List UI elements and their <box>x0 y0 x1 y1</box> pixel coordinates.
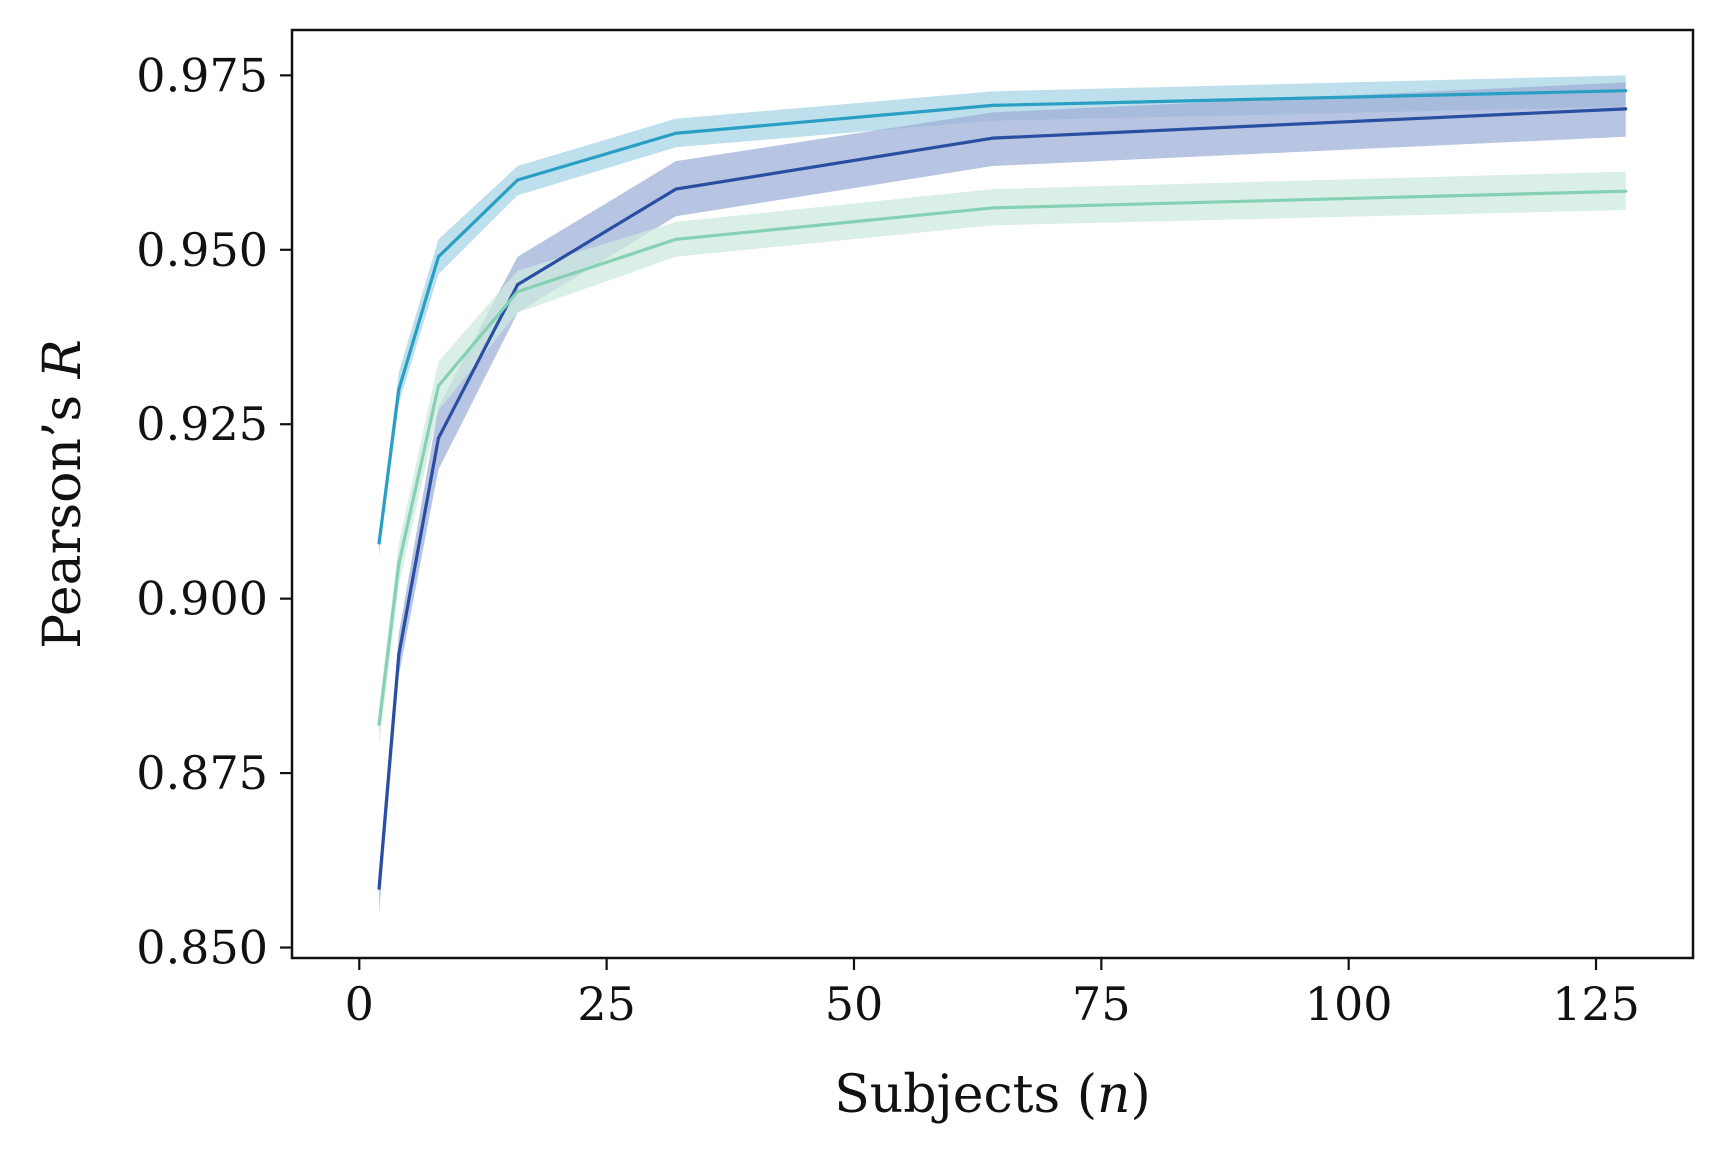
series-mint-point <box>515 290 520 294</box>
x-tick-label: 100 <box>1305 977 1393 1031</box>
y-axis: 0.850 0.875 0.900 0.925 0.950 0.975 <box>136 48 292 975</box>
x-axis-title-variable: n <box>1097 1065 1131 1125</box>
y-axis-title-variable: R <box>33 339 93 379</box>
series-light-blue-point <box>377 541 381 545</box>
plot-frame <box>290 28 1695 960</box>
x-tick-label: 50 <box>825 977 884 1031</box>
series-mint-point <box>674 237 678 241</box>
series-light-blue-point <box>397 387 401 391</box>
y-tick-label: 0.950 <box>136 223 268 277</box>
y-axis-title-text: Pearson’s <box>33 378 93 649</box>
x-axis-title-close: ) <box>1131 1065 1151 1125</box>
x-axis: 0 25 50 75 100 125 <box>345 958 1640 1031</box>
x-tick-label: 0 <box>345 977 374 1031</box>
series-dark-blue-point <box>515 283 520 287</box>
series-mint-point <box>397 562 401 566</box>
x-axis-title-text: Subjects ( <box>834 1065 1097 1125</box>
series-lines <box>377 89 1628 890</box>
series-light-blue-point <box>674 131 678 135</box>
series-mint-point <box>1624 189 1628 193</box>
series-dark-blue-point <box>674 187 678 191</box>
series-light-blue-point <box>1624 89 1628 93</box>
series-light-blue-point <box>436 255 441 259</box>
y-axis-title: Pearson’s R <box>33 339 93 649</box>
series-dark-blue-point <box>990 136 995 140</box>
series-mint-point <box>377 722 381 726</box>
x-tick-label: 125 <box>1552 977 1640 1031</box>
y-tick-label: 0.850 <box>136 921 268 975</box>
series-dark-blue-point <box>397 652 401 657</box>
y-tick-label: 0.900 <box>136 572 268 626</box>
series-light-blue-point <box>990 103 995 107</box>
x-tick-label: 75 <box>1072 977 1131 1031</box>
series-mint-point <box>436 384 441 388</box>
series-dark-blue-point <box>377 886 381 890</box>
y-tick-label: 0.925 <box>136 397 268 451</box>
series-light-blue-point <box>515 178 520 182</box>
y-tick-label: 0.975 <box>136 48 268 102</box>
y-tick-label: 0.875 <box>136 746 268 800</box>
x-tick-label: 25 <box>577 977 636 1031</box>
series-mint-point <box>990 206 995 210</box>
series-dark-blue-point <box>436 436 441 440</box>
series-dark-blue-point <box>1624 107 1628 111</box>
x-axis-title: Subjects (n) <box>834 1065 1151 1125</box>
